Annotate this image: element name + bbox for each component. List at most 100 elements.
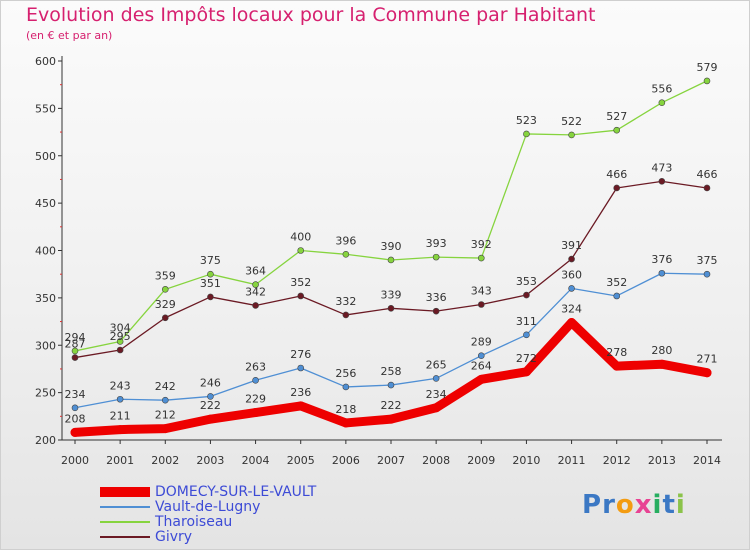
legend-swatch-vault-de-lugny	[100, 506, 150, 508]
data-label-1: 352	[606, 276, 627, 289]
series-point-2	[613, 126, 621, 134]
data-label-1: 246	[200, 376, 221, 389]
logo-letter: o	[615, 490, 635, 520]
series-point-3	[568, 255, 575, 263]
data-label-0: 211	[110, 410, 131, 423]
legend-item-givry[interactable]: Givry	[100, 529, 192, 545]
series-point-2	[297, 247, 305, 254]
series-point-3	[523, 291, 530, 299]
series-point-2	[342, 250, 350, 258]
data-label-1: 276	[290, 348, 311, 361]
data-label-3: 287	[65, 338, 86, 351]
data-label-3: 295	[110, 330, 131, 343]
data-label-3: 329	[155, 298, 176, 311]
x-tick-label: 2003	[196, 454, 224, 467]
data-label-2: 527	[606, 110, 627, 123]
data-label-2: 364	[245, 265, 266, 278]
legend-item-domecy[interactable]: DOMECY-SUR-LE-VAULT	[100, 484, 316, 500]
data-label-1: 263	[245, 360, 266, 373]
y-tick-label: 350	[35, 292, 56, 305]
series-point-2	[523, 130, 530, 138]
series-point-3	[658, 178, 666, 185]
data-label-3: 351	[200, 277, 221, 290]
series-point-2	[207, 270, 214, 278]
logo-letter: r	[602, 490, 616, 520]
data-label-1: 289	[471, 336, 492, 349]
data-label-2: 523	[516, 114, 537, 127]
data-label-2: 390	[381, 240, 402, 253]
series-point-1	[703, 270, 711, 278]
data-label-3: 466	[606, 168, 627, 181]
logo-letter: x	[634, 490, 653, 520]
chart-title: Evolution des Impôts locaux pour la Comm…	[26, 4, 596, 26]
legend-item-vault-de-lugny[interactable]: Vault-de-Lugny	[100, 499, 260, 515]
data-label-3: 466	[697, 168, 718, 181]
x-tick-label: 2008	[422, 454, 450, 467]
y-tick-label: 450	[35, 197, 56, 210]
data-label-2: 556	[651, 83, 672, 96]
series-point-3	[387, 304, 395, 312]
series-point-0	[567, 318, 577, 328]
data-label-2: 396	[335, 234, 356, 247]
data-label-3: 342	[245, 285, 266, 298]
series-point-1	[523, 331, 530, 339]
data-label-1: 256	[335, 367, 356, 380]
series-point-0	[521, 367, 531, 377]
x-tick-label: 2000	[61, 454, 89, 467]
data-label-2: 375	[200, 254, 221, 267]
series-point-0	[702, 368, 712, 378]
data-label-1: 311	[516, 315, 537, 328]
legend-label-vault-de-lugny: Vault-de-Lugny	[155, 499, 261, 515]
legend-label-tharoiseau: Tharoiseau	[155, 514, 233, 530]
legend-swatch-givry	[100, 536, 150, 538]
data-label-2: 393	[426, 237, 447, 250]
data-label-2: 304	[110, 321, 131, 334]
y-tick-label: 300	[35, 339, 56, 352]
data-labels-layer: 208 211 212 222 229 236 218 222 234 264 272 324 278 2…	[65, 61, 718, 426]
series-point-2	[387, 256, 395, 264]
series-point-0	[205, 414, 215, 424]
x-tick-label: 2012	[603, 454, 631, 467]
series-point-2	[703, 77, 711, 85]
x-tick-label: 2010	[512, 454, 540, 467]
series-point-0	[657, 359, 667, 369]
legend-item-tharoiseau[interactable]: Tharoiseau	[100, 514, 232, 530]
data-label-2: 359	[155, 269, 176, 282]
series-point-1	[613, 292, 621, 300]
data-label-1: 242	[155, 380, 176, 393]
series-point-2	[658, 99, 666, 106]
logo-letter: i	[675, 490, 686, 520]
series-point-1	[432, 375, 440, 382]
series-point-3	[342, 311, 350, 319]
series-point-2	[477, 254, 485, 262]
series-point-0	[341, 418, 351, 428]
data-label-2: 522	[561, 115, 582, 128]
series-point-0	[251, 408, 261, 418]
data-label-0: 280	[651, 344, 672, 357]
series-point-2	[252, 281, 259, 288]
series-point-1	[387, 381, 395, 389]
x-tick-label: 2014	[693, 454, 721, 467]
logo-letter: i	[652, 490, 663, 520]
data-label-0: 324	[561, 303, 582, 316]
data-label-0: 222	[381, 399, 402, 412]
data-label-3: 336	[426, 291, 447, 304]
series-point-3	[703, 184, 711, 192]
x-tick-label: 2006	[332, 454, 360, 467]
series-point-0	[431, 403, 441, 413]
x-tick-label: 2013	[648, 454, 676, 467]
data-label-1: 376	[651, 253, 672, 266]
proxiti-logo: Proxiti	[582, 490, 686, 520]
series-point-0	[70, 427, 80, 437]
y-tick-label: 400	[35, 245, 56, 258]
logo-letter: P	[582, 490, 603, 520]
series-point-3	[207, 293, 214, 301]
series-point-2	[116, 338, 124, 345]
data-label-3: 343	[471, 285, 492, 298]
x-tick-label: 2002	[151, 454, 179, 467]
series-point-1	[658, 269, 666, 277]
data-label-2: 392	[471, 238, 492, 251]
x-tick-label: 2004	[242, 454, 270, 467]
series-point-1	[297, 364, 305, 372]
series-point-3	[161, 314, 169, 322]
